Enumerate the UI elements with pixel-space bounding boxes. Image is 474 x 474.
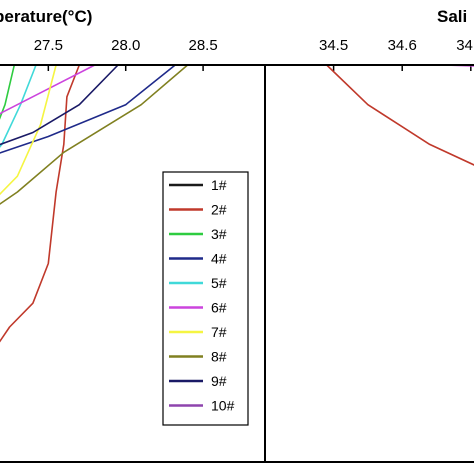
temperature-panel: perature(°C)27.027.528.028.5 [0, 7, 218, 343]
series-line-2 [326, 64, 474, 166]
legend-label: 6# [211, 300, 227, 316]
series-line-9 [0, 64, 119, 146]
series-line-4 [0, 64, 176, 154]
legend-label: 4# [211, 251, 227, 267]
legend-label: 2# [211, 202, 227, 218]
salinity-panel: Sali 34.5 34.6 34.7 [319, 7, 474, 166]
series-line-8 [0, 64, 189, 205]
series-line-6 [0, 64, 96, 115]
series-line-3 [0, 64, 16, 120]
legend-label: 9# [211, 373, 227, 389]
legend-label: 3# [211, 226, 227, 242]
x-axis-title: Sali [437, 7, 467, 26]
x-tick-label: 34.6 [388, 37, 417, 54]
legend-label: 7# [211, 324, 227, 340]
legend-box [162, 171, 249, 426]
x-tick-label: 28.0 [111, 37, 140, 54]
x-axis-title: perature(°C) [0, 7, 92, 26]
x-tick-label: 28.5 [188, 37, 217, 54]
x-tick-label: 34.5 [319, 37, 348, 54]
legend-label: 5# [211, 275, 227, 291]
legend: 1# 2# 3# 4# 5# 6# 7# 8# 9# 10# [162, 171, 249, 426]
legend-label: 10# [211, 398, 235, 414]
x-tick-label: 34.7 [456, 37, 474, 54]
series-line-2 [0, 64, 81, 343]
x-tick-label: 27.5 [34, 37, 63, 54]
legend-label: 1# [211, 177, 227, 193]
series-line-7 [0, 64, 57, 196]
legend-label: 8# [211, 349, 227, 365]
